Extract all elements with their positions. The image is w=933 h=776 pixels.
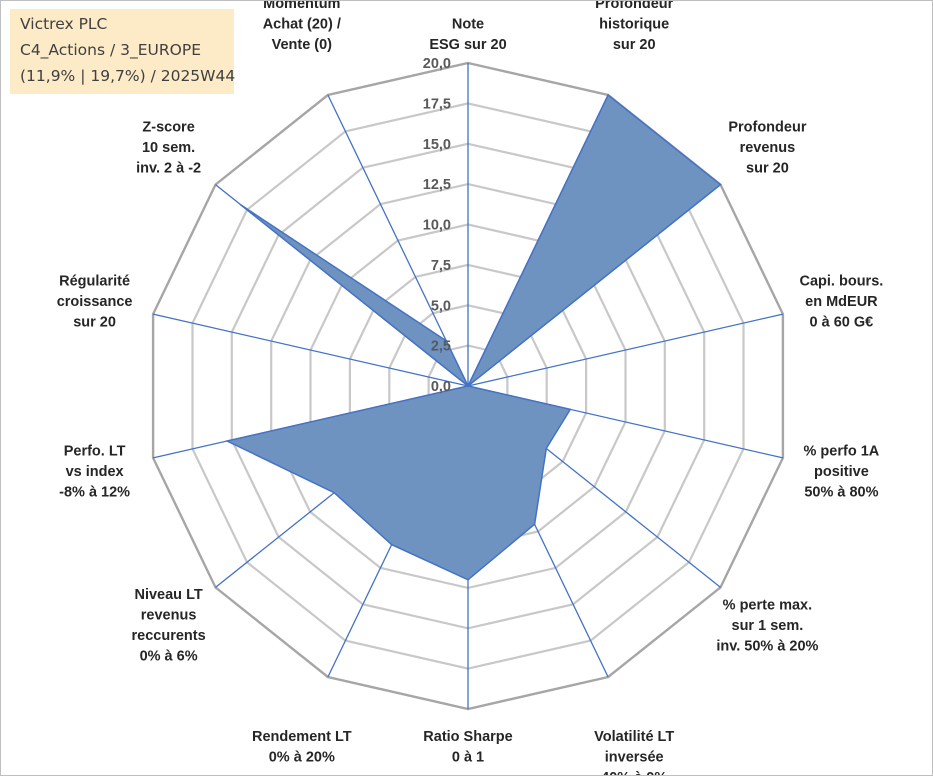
axis-label: Note ESG sur 20 [429,17,506,54]
title-stats: (11,9% | 19,7%) / 2025W44 [20,67,236,85]
axis-label: Rendement LT 0% à 20% [252,729,352,766]
axis-label-line: Note [452,17,484,33]
axis-label-line: sur 20 [746,161,789,177]
tick-label: 10,0 [423,218,451,234]
tick-label: 2,5 [431,339,451,355]
axis-label-line: Niveau LT [134,587,202,603]
axis-label-line: Vente (0) [272,37,333,53]
axis-label-line: 0% à 20% [269,750,335,766]
axis-label-line: Achat (20) / [263,17,341,33]
axis-label-line: sur 1 sem. [732,618,804,634]
axis-label-line: sur 20 [613,37,656,53]
axis-label: Régularité croissance sur 20 [57,273,133,330]
axis-label-line: Rendement LT [252,729,352,745]
axis-label-line: positive [814,464,869,480]
tick-label: 15,0 [423,137,451,153]
axis-label-line: vs index [66,464,124,480]
axis-label-line: % perte max. [723,597,812,613]
axis-label: Perfo. LT vs index -8% à 12% [59,444,130,501]
axis-spoke [152,313,469,387]
radar-axis-labels: Note ESG sur 20 Profondeur historique sur 20… [57,1,884,775]
tick-label: 17,5 [423,96,451,112]
axis-label-line: Profondeur [728,120,806,136]
axis-label: Niveau LT revenus reccurents 0% à 6% [132,587,206,665]
axis-spoke [467,313,784,387]
axis-label-line: en MdEUR [805,294,878,310]
axis-label-line: % perfo 1A [804,444,880,460]
axis-label-line: 0 à 1 [452,750,484,766]
axis-label-line: inversée [605,750,664,766]
axis-label: Capi. bours. en MdEUR 0 à 60 G€ [800,273,884,330]
axis-label-line: revenus [740,140,796,156]
axis-label-line: croissance [57,294,133,310]
axis-label: Ratio Sharpe 0 à 1 [423,729,512,766]
axis-label-line: Capi. bours. [800,273,884,289]
radar-tick-labels: 0,0 2,5 5,0 7,5 10,0 12,5 15,0 17,5 20,0 [423,56,451,395]
axis-label: % perfo 1A positive 50% à 80% [804,444,880,501]
axis-label: Momentum Achat (20) / Vente (0) [263,1,341,53]
axis-label-line: inv. 2 à -2 [136,161,201,177]
axis-label-line: 10 sem. [142,140,195,156]
tick-label: 7,5 [431,258,451,274]
axis-label-line: Profondeur [595,1,673,12]
axis-label-line: 50% à 80% [804,485,878,501]
axis-label-line: Momentum [263,1,340,12]
series-area [224,93,722,581]
axis-label-line: -8% à 12% [59,485,130,501]
axis-label: % perte max. sur 1 sem. inv. 50% à 20% [716,597,818,654]
axis-label-line: sur 20 [73,314,116,330]
title-company: Victrex PLC [20,15,108,33]
tick-label: 12,5 [423,177,451,193]
axis-label-line: Ratio Sharpe [423,729,512,745]
axis-label: Profondeur historique sur 20 [595,1,673,53]
axis-label-line: 40% à 0% [601,770,667,775]
axis-label-line: 0% à 6% [140,649,198,665]
axis-label-line: inv. 50% à 20% [716,638,818,654]
axis-label-line: Volatilité LT [594,729,674,745]
axis-label-line: revenus [141,608,197,624]
axis-label: Z-score 10 sem. inv. 2 à -2 [136,120,201,177]
axis-spoke [327,94,469,387]
axis-label: Profondeur revenus sur 20 [728,120,806,177]
tick-label: 5,0 [431,298,451,314]
radar-series [224,93,722,581]
title-category: C4_Actions / 3_EUROPE [20,41,201,59]
chart-title-box: Victrex PLC C4_Actions / 3_EUROPE (11,9%… [10,9,236,94]
axis-label-line: ESG sur 20 [429,37,506,53]
axis-label-line: Régularité [59,273,130,289]
axis-label: Volatilité LT inversée 40% à 0% [594,729,674,775]
tick-label: 0,0 [431,379,451,395]
axis-label-line: Z-score [142,120,194,136]
axis-label-line: reccurents [132,628,206,644]
tick-label: 20,0 [423,56,451,72]
axis-label-line: historique [599,17,669,33]
axis-label-line: 0 à 60 G€ [810,314,874,330]
axis-label-line: Perfo. LT [64,444,126,460]
